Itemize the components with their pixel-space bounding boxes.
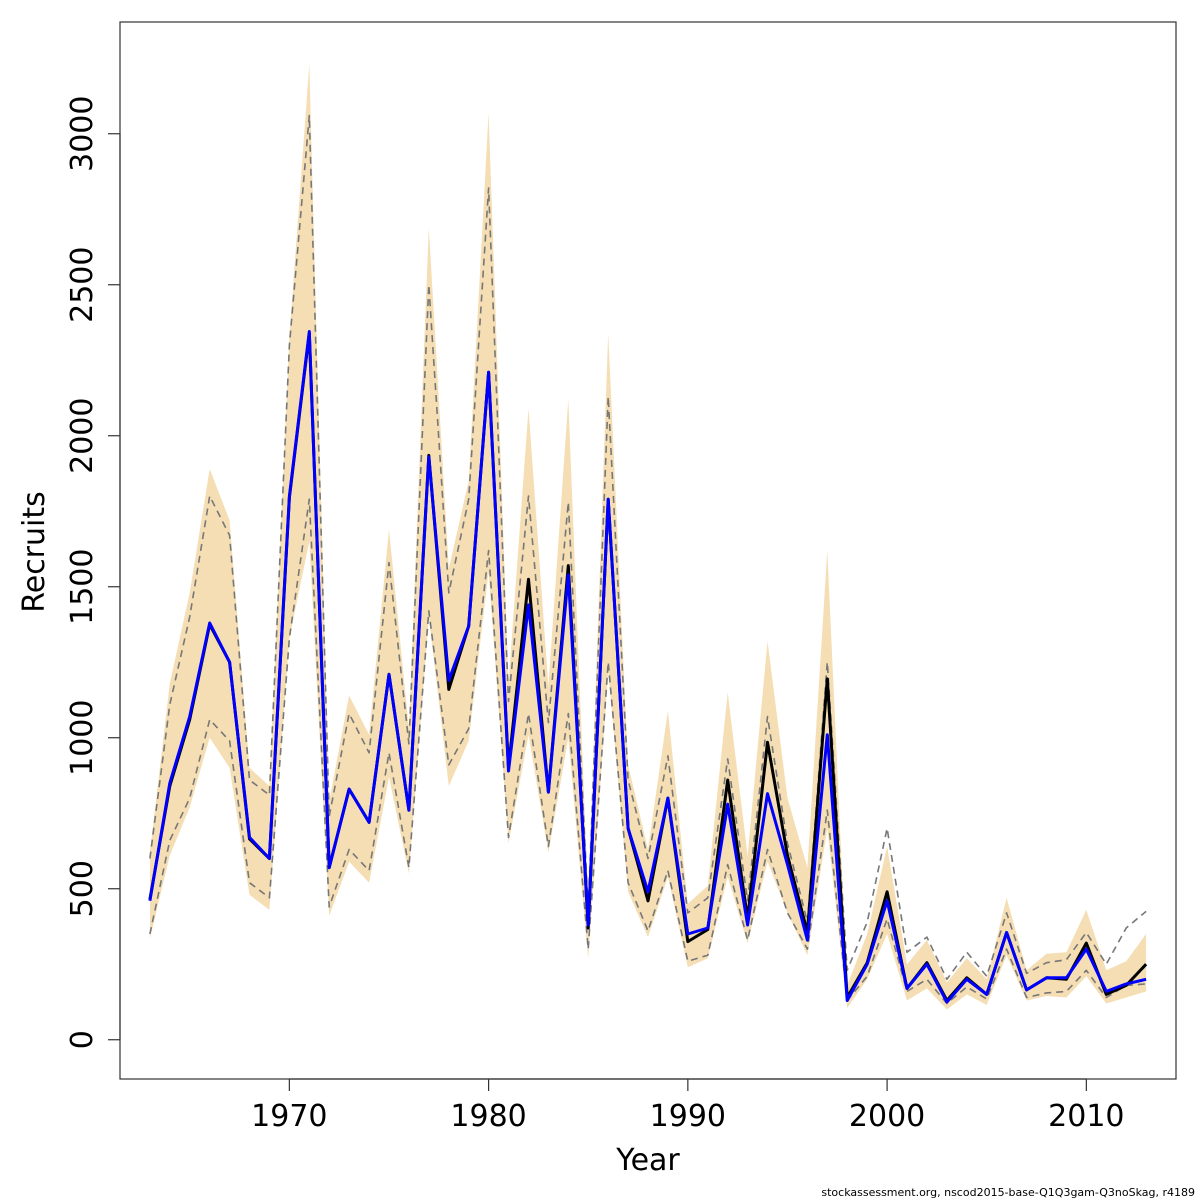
credit-annotation: stockassessment.org, nscod2015-base-Q1Q3… xyxy=(821,1186,1195,1199)
x-axis-title: Year xyxy=(615,1143,680,1178)
y-tick-label: 500 xyxy=(65,860,100,917)
blue-estimate-line xyxy=(148,330,1147,1004)
y-axis: 0 500 1000 1500 2000 2500 3000 xyxy=(65,96,121,1049)
x-tick-label: 1980 xyxy=(450,1099,526,1134)
confidence-band xyxy=(149,64,1147,1010)
confidence-band-layer xyxy=(149,64,1147,1010)
y-tick-label: 2500 xyxy=(65,247,100,323)
y-tick-label: 2000 xyxy=(65,398,100,474)
y-tick-label: 1000 xyxy=(65,700,100,776)
x-tick-label: 2010 xyxy=(1048,1099,1124,1134)
lower-dashed-line xyxy=(149,498,1147,1005)
y-tick-label: 1500 xyxy=(65,549,100,625)
x-tick-label: 2000 xyxy=(849,1099,925,1134)
x-tick-label: 1990 xyxy=(650,1099,726,1134)
y-tick-label: 3000 xyxy=(65,96,100,172)
x-axis: 1970 1980 1990 2000 2010 xyxy=(251,1078,1125,1134)
x-tick-label: 1970 xyxy=(251,1099,327,1134)
y-axis-title: Recruits xyxy=(17,491,52,613)
y-tick-label: 0 xyxy=(65,1030,100,1049)
series-layer xyxy=(148,114,1148,1005)
upper-dashed-line xyxy=(149,114,1147,981)
